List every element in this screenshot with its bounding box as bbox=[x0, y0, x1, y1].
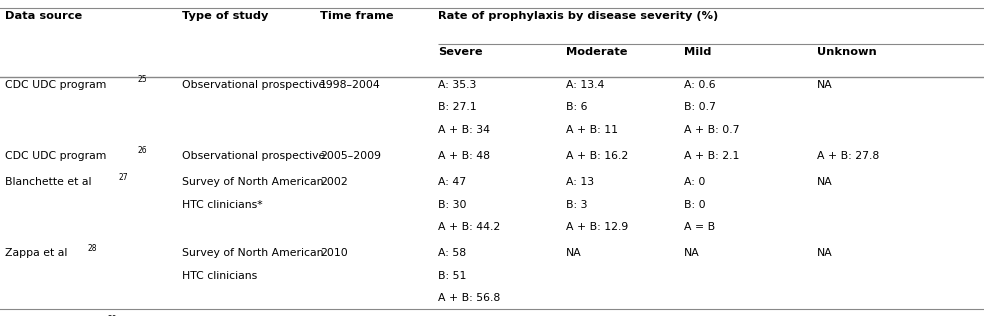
Text: A: 35.3: A: 35.3 bbox=[438, 80, 476, 90]
Text: A: 13: A: 13 bbox=[566, 177, 594, 187]
Text: A: 13.4: A: 13.4 bbox=[566, 80, 604, 90]
Text: A + B: 48: A + B: 48 bbox=[438, 151, 490, 161]
Text: Unknown: Unknown bbox=[817, 47, 877, 57]
Text: A + B: 0.7: A + B: 0.7 bbox=[684, 125, 739, 135]
Text: 28: 28 bbox=[88, 244, 96, 252]
Text: A + B: 12.9: A + B: 12.9 bbox=[566, 222, 628, 232]
Text: A = B: A = B bbox=[684, 222, 715, 232]
Text: Zappa et al: Zappa et al bbox=[5, 248, 67, 258]
Text: Severe: Severe bbox=[438, 47, 482, 57]
Text: B: 6: B: 6 bbox=[566, 102, 587, 112]
Text: Observational prospective: Observational prospective bbox=[182, 151, 326, 161]
Text: 25: 25 bbox=[138, 75, 148, 84]
Text: B: 51: B: 51 bbox=[438, 271, 466, 281]
Text: A + B: 44.2: A + B: 44.2 bbox=[438, 222, 500, 232]
Text: 2002: 2002 bbox=[320, 177, 347, 187]
Text: CDC UDC program: CDC UDC program bbox=[5, 151, 106, 161]
Text: A: 47: A: 47 bbox=[438, 177, 466, 187]
Text: A + B: 16.2: A + B: 16.2 bbox=[566, 151, 628, 161]
Text: Observational prospective: Observational prospective bbox=[182, 80, 326, 90]
Text: B: 3: B: 3 bbox=[566, 200, 587, 210]
Text: A + B: 11: A + B: 11 bbox=[566, 125, 618, 135]
Text: NA: NA bbox=[817, 248, 832, 258]
Text: HTC clinicians: HTC clinicians bbox=[182, 271, 257, 281]
Text: NA: NA bbox=[817, 177, 832, 187]
Text: Data source: Data source bbox=[5, 11, 83, 21]
Text: A: 0.6: A: 0.6 bbox=[684, 80, 715, 90]
Text: NA: NA bbox=[817, 80, 832, 90]
Text: CDC UDC program: CDC UDC program bbox=[5, 80, 106, 90]
Text: Time frame: Time frame bbox=[320, 11, 394, 21]
Text: Mild: Mild bbox=[684, 47, 711, 57]
Text: 27: 27 bbox=[118, 173, 128, 181]
Text: B: 0.7: B: 0.7 bbox=[684, 102, 715, 112]
Text: HTC clinicians*: HTC clinicians* bbox=[182, 200, 263, 210]
Text: A: 0: A: 0 bbox=[684, 177, 706, 187]
Text: 26: 26 bbox=[138, 146, 148, 155]
Text: NA: NA bbox=[684, 248, 700, 258]
Text: Survey of North American: Survey of North American bbox=[182, 248, 324, 258]
Text: 29: 29 bbox=[107, 315, 117, 316]
Text: NA: NA bbox=[566, 248, 582, 258]
Text: B: 27.1: B: 27.1 bbox=[438, 102, 476, 112]
Text: Moderate: Moderate bbox=[566, 47, 628, 57]
Text: B: 0: B: 0 bbox=[684, 200, 706, 210]
Text: A + B: 27.8: A + B: 27.8 bbox=[817, 151, 879, 161]
Text: Rate of prophylaxis by disease severity (%): Rate of prophylaxis by disease severity … bbox=[438, 11, 718, 21]
Text: A: 58: A: 58 bbox=[438, 248, 466, 258]
Text: A + B: 2.1: A + B: 2.1 bbox=[684, 151, 739, 161]
Text: A + B: 56.8: A + B: 56.8 bbox=[438, 293, 500, 303]
Text: Type of study: Type of study bbox=[182, 11, 269, 21]
Text: B: 30: B: 30 bbox=[438, 200, 466, 210]
Text: 2005–2009: 2005–2009 bbox=[320, 151, 381, 161]
Text: Blanchette et al: Blanchette et al bbox=[5, 177, 92, 187]
Text: 1998–2004: 1998–2004 bbox=[320, 80, 381, 90]
Text: Survey of North American: Survey of North American bbox=[182, 177, 324, 187]
Text: 2010: 2010 bbox=[320, 248, 347, 258]
Text: A + B: 34: A + B: 34 bbox=[438, 125, 490, 135]
